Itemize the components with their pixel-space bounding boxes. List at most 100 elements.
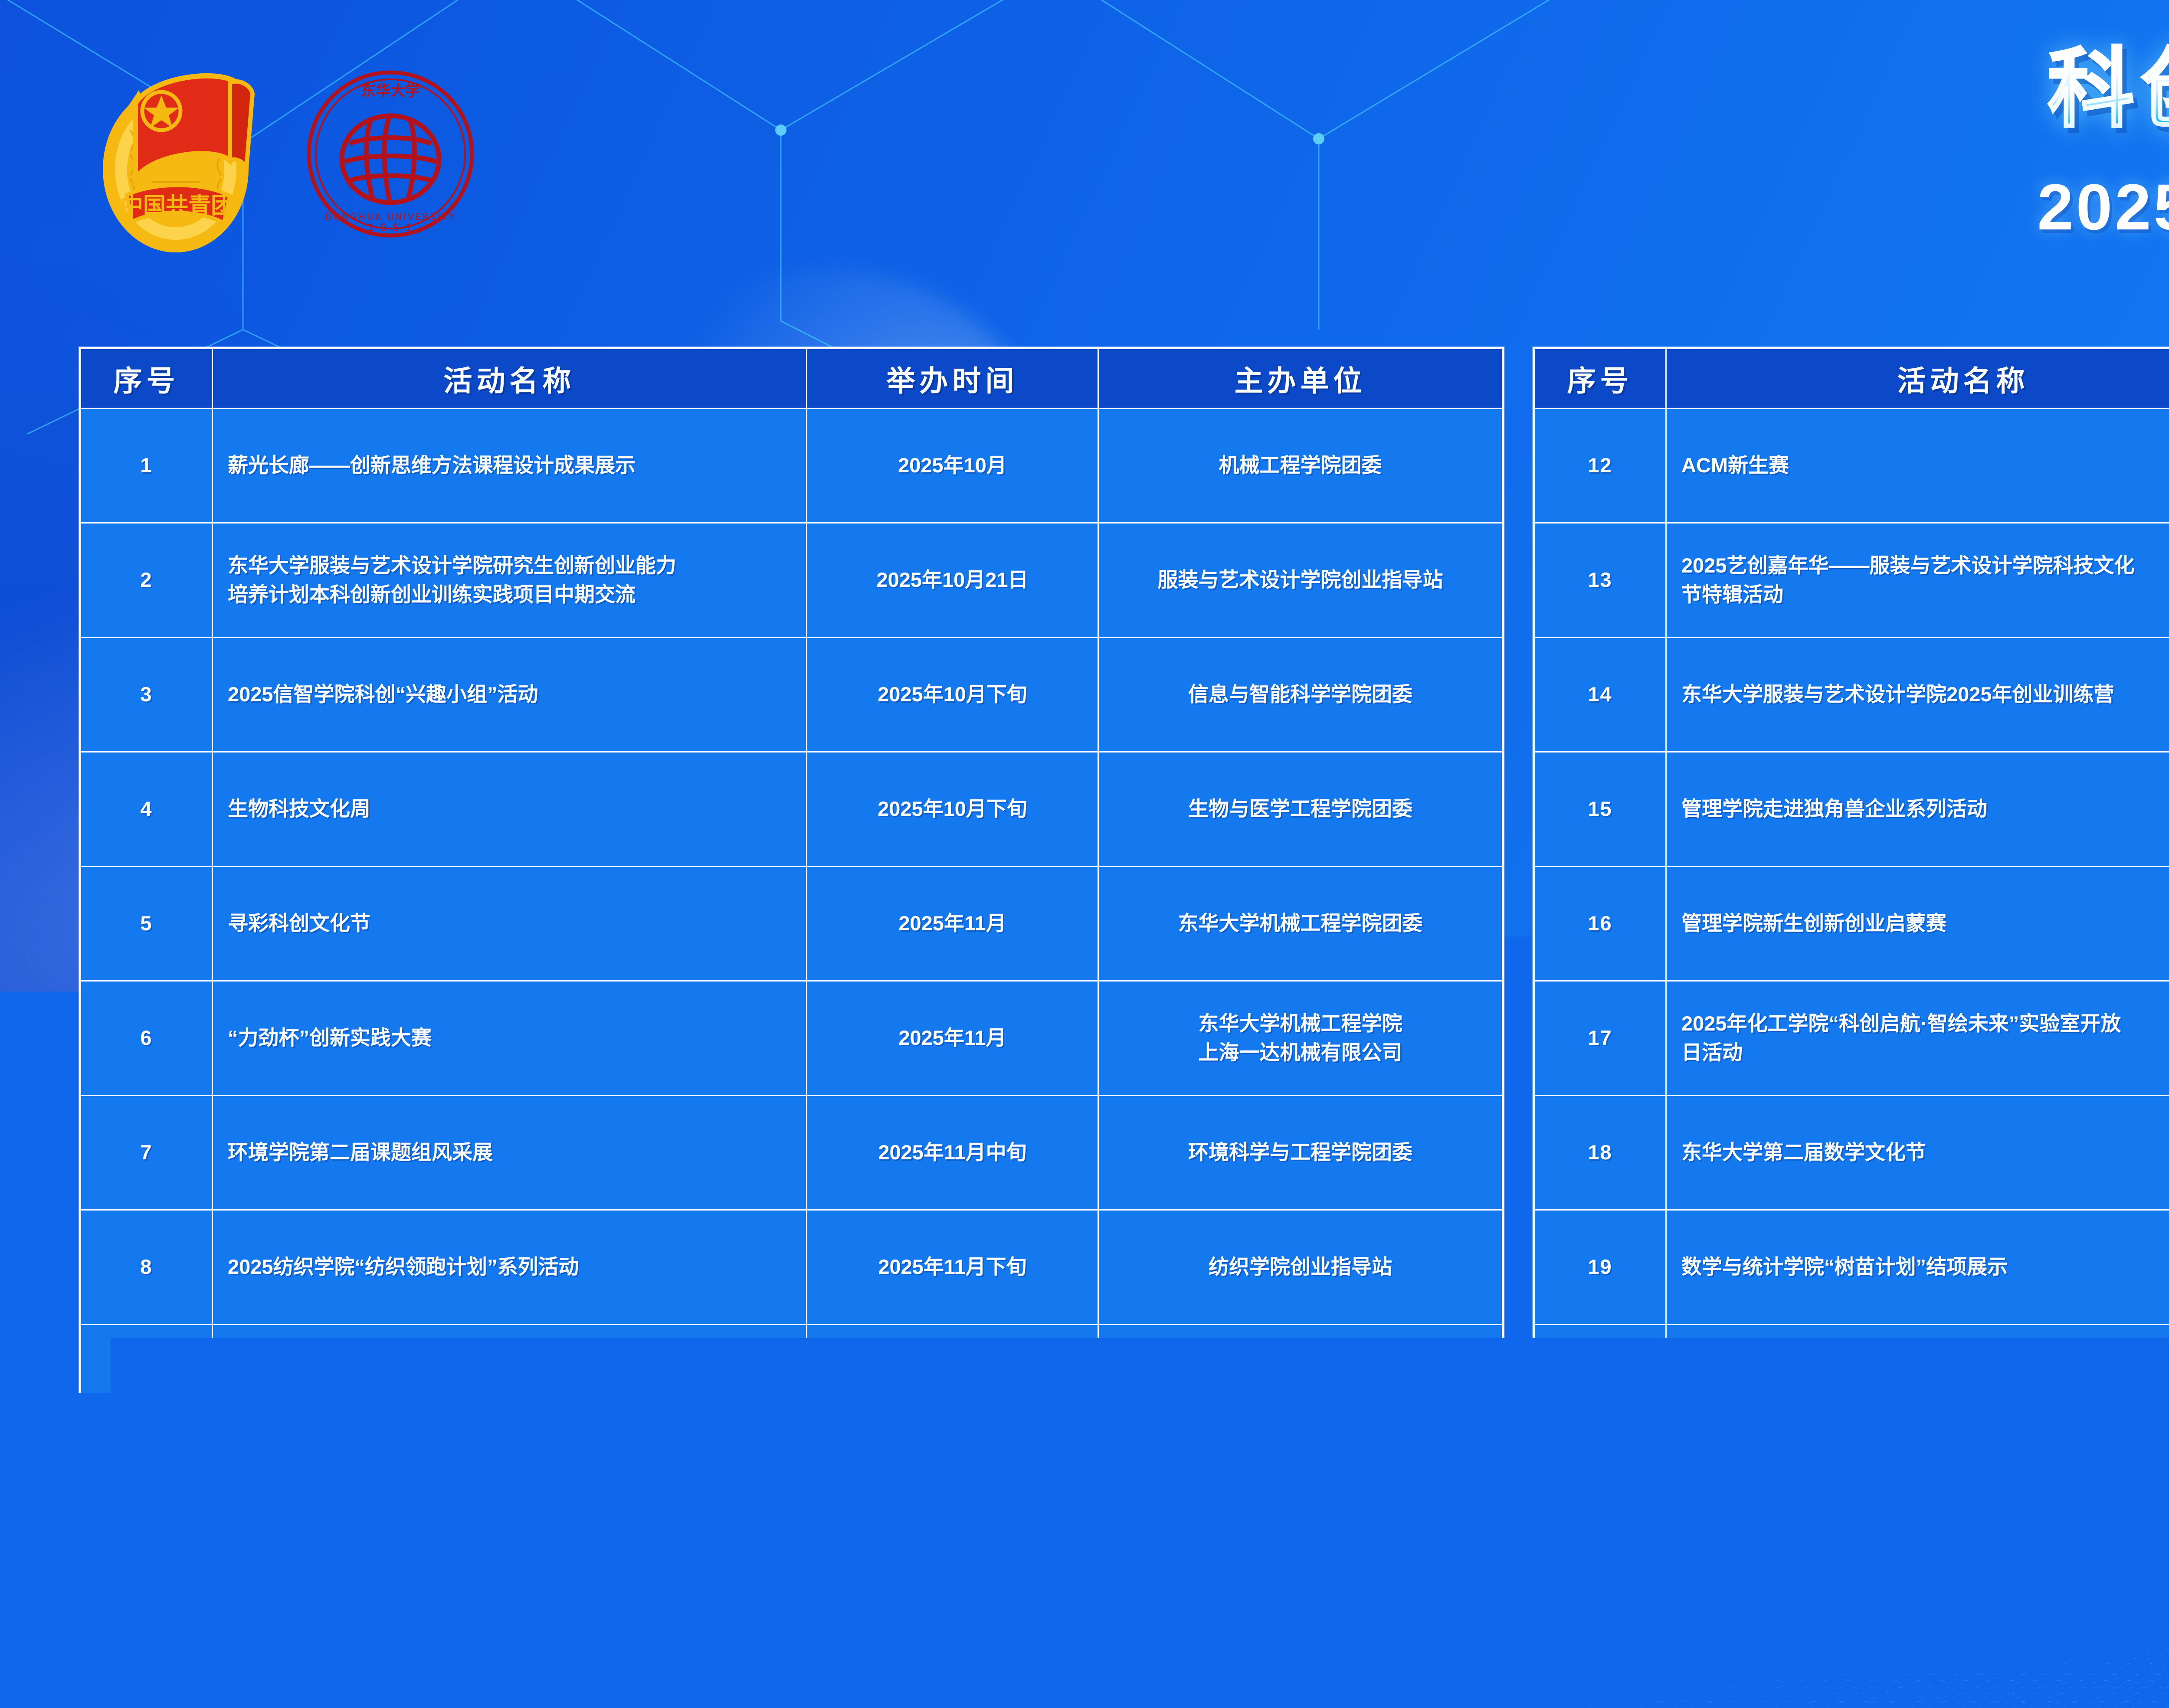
cell-organizer: 东华大学机械工程学院团委 [1098, 867, 1503, 981]
cell-line: “科信杯”百科知识竞赛 [1681, 1482, 2169, 1511]
cell-event-time: 2025年10月 [807, 409, 1098, 523]
cell-line: 数学与统计学院“树苗计划”结项展示 [1681, 1253, 2169, 1282]
cell-line: 2025年10月下旬 [813, 795, 1092, 824]
table-header-row: 序号 活动名称 举办时间 主办单位 [80, 348, 1503, 409]
cell-event-time: 2025年11月中旬 [807, 1096, 1098, 1210]
table-row: 19数学与统计学院“树苗计划”结项展示2025年11-12月数学与统计学院团委 [1534, 1210, 2169, 1325]
cell-sequence-number: 5 [80, 867, 213, 981]
cell-organizer: 环境科学与工程学院团委 [1098, 1096, 1503, 1210]
cell-line: 服装与艺术设计学院创业指导站 [1110, 566, 1491, 595]
cell-line: “材料日”学生科技创新创业成果展 [228, 1611, 791, 1640]
column-header-time: 举办时间 [807, 348, 1098, 409]
cell-line: 2025年11月 [813, 909, 1092, 938]
cell-line: 2025纺织学院“纺织领跑计划”系列活动 [228, 1253, 791, 1282]
cell-line: 纺织学院创业指导站 [1110, 1253, 1491, 1282]
cell-line: 机械工程学院团委 [1110, 451, 1491, 480]
svg-text:东华大学: 东华大学 [361, 82, 420, 100]
donghua-university-seal-icon: 东华大学 · 1 9 5 1 · DONGHUA UNIVERSITY [304, 67, 477, 241]
cell-event-time: 2025年10月21日 [807, 523, 1098, 638]
cell-line: 环境学院第二届课题组风采展 [228, 1138, 791, 1167]
cell-sequence-number: 20 [1534, 1325, 1666, 1439]
cell-line: 交流 [228, 1496, 791, 1525]
cell-organizer: 材料科学与工程学院团委 [1098, 1325, 1503, 1439]
cell-line: 2025年11月 [813, 1024, 1092, 1053]
cell-line: 2025年10月下旬 [813, 680, 1092, 709]
cell-sequence-number: 10 [80, 1439, 213, 1554]
table-row: 7 环境学院第二届课题组风采展 2025年11月中旬 环境科学与工程学院团委 [80, 1096, 1503, 1210]
schedule-table-left: 序号 活动名称 举办时间 主办单位 1 薪光长廊——创新思维方法课程设计成果展示 2… [79, 347, 1504, 1669]
cell-line: 管理学院新生创新创业启蒙赛 [1681, 909, 2169, 938]
table-header-row: 序号 活动名称 举办时间 主办单位 [1534, 348, 2169, 409]
svg-text:中国共青团: 中国共青团 [121, 193, 233, 219]
cell-activity-name: CTF新生赛 [1666, 1554, 2169, 1669]
cell-line: 材料科学与工程学院团委 [1110, 1482, 1491, 1511]
table-row: 22CTF新生赛2025年12月上旬信息与智能科学学院团委 [1534, 1554, 2169, 1669]
cell-line: “力劲杯”创新实践大赛 [228, 1024, 791, 1053]
cell-sequence-number: 18 [1534, 1096, 1666, 1210]
cell-line: ACM新生赛 [1681, 451, 2169, 480]
cell-line: 日活动 [1681, 1038, 2169, 1067]
schedule-tables: 序号 活动名称 举办时间 主办单位 1 薪光长廊——创新思维方法课程设计成果展示 2… [0, 347, 2169, 1669]
schedule-table-right: 序号 活动名称 举办时间 主办单位 12ACM新生赛2025年11月30日信息与… [1533, 347, 2169, 1669]
column-header-org: 主办单位 [1098, 348, 1503, 409]
cell-line: 东华大学第二届数学文化节 [1681, 1138, 2169, 1167]
cell-line: 信息与智能科学学院团委 [1110, 680, 1491, 709]
cell-activity-name: 薪光长廊——创新思维方法课程设计成果展示 [213, 409, 807, 523]
cell-activity-name: 东华大学第一届物理文化节 [1666, 1325, 2169, 1439]
cell-sequence-number: 21 [1534, 1439, 1666, 1554]
table-row: 14东华大学服装与艺术设计学院2025年创业训练营2025年11-12月服装与艺… [1534, 638, 2169, 752]
table-row: 132025艺创嘉年华——服装与艺术设计学院科技文化节特辑活动2025年11-1… [1534, 523, 2169, 638]
column-header-name: 活动名称 [1666, 348, 2169, 409]
cell-sequence-number: 11 [80, 1554, 213, 1669]
cell-sequence-number: 15 [1534, 752, 1666, 867]
cell-line: 节特辑活动 [1681, 580, 2169, 609]
cell-sequence-number: 7 [80, 1096, 213, 1210]
cell-event-time: 2025年10月下旬 [807, 638, 1098, 752]
column-header-name: 活动名称 [213, 348, 807, 409]
cell-sequence-number: 3 [80, 638, 213, 752]
cell-line: 2025年东华大学材料科学与工程学院首届学生科创 [228, 1353, 791, 1382]
cell-activity-name: 2025年化工学院“科创启航·智绘未来”实验室开放 日活动 [1666, 981, 2169, 1096]
cell-activity-name: 2025艺创嘉年华——服装与艺术设计学院科技文化 节特辑活动 [1666, 523, 2169, 638]
cell-sequence-number: 13 [1534, 523, 1666, 638]
cell-organizer: 东华大学机械工程学院 上海一达机械有限公司 [1098, 981, 1503, 1096]
cell-line: 训练营 [228, 1382, 791, 1411]
cell-activity-name: 材料科学与工程学院大学生创新创业训练项目中期 交流 [213, 1439, 807, 1554]
table-row: 11 东华大学二级创业指导站开放月启动仪式暨第五届 “材料日”学生科技创新创业成果展… [80, 1554, 1503, 1669]
cell-line: 东华大学机械工程学院 [1110, 1009, 1491, 1038]
cell-sequence-number: 4 [80, 752, 213, 867]
cell-activity-name: ACM新生赛 [1666, 409, 2169, 523]
cell-line: 2025年化工学院“科创启航·智绘未来”实验室开放 [1681, 1009, 2169, 1038]
cell-sequence-number: 22 [1534, 1554, 1666, 1669]
cell-line: 生物与医学工程学院团委 [1110, 795, 1491, 824]
cell-line: 东华大学二级创业指导站开放月启动仪式暨第五届 [228, 1582, 791, 1611]
cell-activity-name: 管理学院走进独角兽企业系列活动 [1666, 752, 2169, 867]
cell-line: 2025年11月下旬 [813, 1367, 1092, 1396]
cell-line: 材料科学与工程学院大学生创新创业训练项目中期 [228, 1467, 791, 1496]
slogan-part-left: 科创东华 [2048, 41, 2169, 137]
cell-line: 生物科技文化周 [228, 795, 791, 824]
cell-line: 东华大学服装与艺术设计学院研究生创新创业能力 [228, 551, 791, 580]
cell-event-time: 2025年11月下旬 [807, 1325, 1098, 1439]
cell-activity-name: 2025信智学院科创“兴趣小组”活动 [213, 638, 807, 752]
svg-text:· 1 9 5 1 ·: · 1 9 5 1 · [358, 222, 422, 234]
cell-organizer: 材料科学与工程学院团委 [1098, 1439, 1503, 1554]
cell-activity-name: 寻彩科创文化节 [213, 867, 807, 981]
cell-line: 2025艺创嘉年华——服装与艺术设计学院科技文化 [1681, 551, 2169, 580]
cell-sequence-number: 12 [1534, 409, 1666, 523]
cell-line: 材料科学与工程学院团委 [1110, 1367, 1491, 1396]
cell-organizer: 纺织学院创业指导站 [1098, 1210, 1503, 1325]
cell-event-time: 2025年11月25日 [807, 1439, 1098, 1554]
cell-line: 东华大学服装与艺术设计学院2025年创业训练营 [1681, 680, 2169, 709]
cell-sequence-number: 17 [1534, 981, 1666, 1096]
table-row: 18东华大学第二届数学文化节2025年11-12月数学与统计学院团委 [1534, 1096, 2169, 1210]
cell-activity-name: 东华大学二级创业指导站开放月启动仪式暨第五届 “材料日”学生科技创新创业成果展 [213, 1554, 807, 1669]
table-row: 4 生物科技文化周 2025年10月下旬 生物与医学工程学院团委 [80, 752, 1503, 867]
cell-line: 东华大学机械工程学院团委 [1110, 909, 1491, 938]
cell-organizer: 服装与艺术设计学院创业指导站 [1098, 523, 1503, 638]
cell-activity-name: 2025纺织学院“纺织领跑计划”系列活动 [213, 1210, 807, 1325]
cell-activity-name: “科信杯”百科知识竞赛 [1666, 1439, 2169, 1554]
cell-sequence-number: 9 [80, 1325, 213, 1439]
cell-sequence-number: 16 [1534, 867, 1666, 981]
cell-event-time: 2025年11月 [807, 867, 1098, 981]
